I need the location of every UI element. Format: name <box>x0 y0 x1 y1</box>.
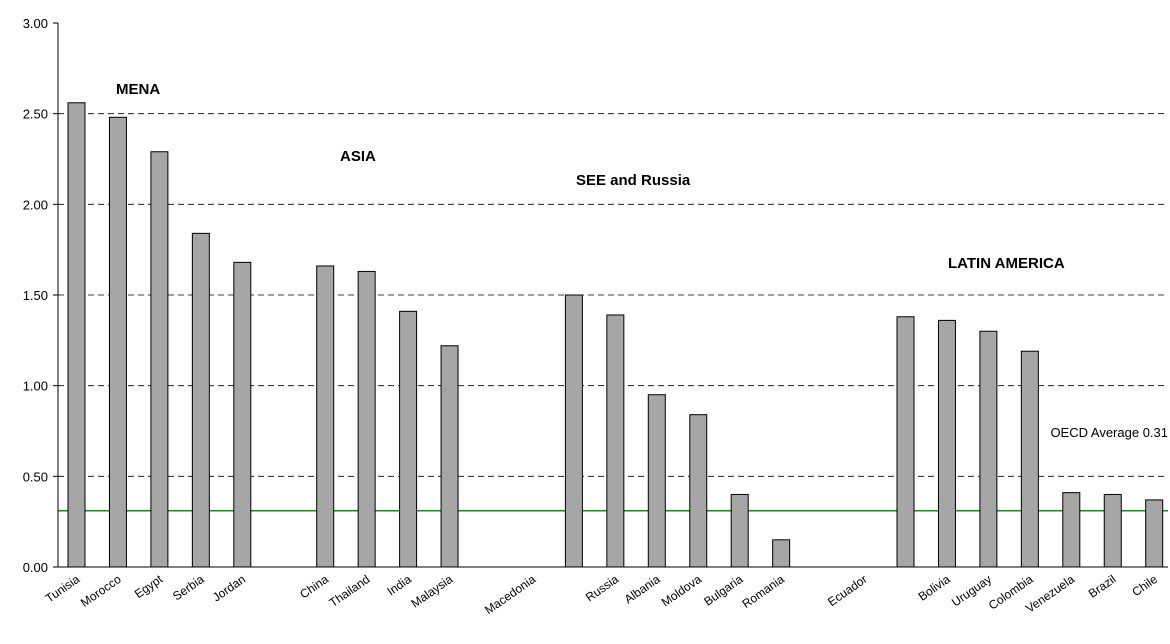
bar-india <box>399 310 418 568</box>
axes <box>53 22 1168 568</box>
bar-china <box>316 265 335 568</box>
group-label-see-russia: SEE and Russia <box>576 172 691 189</box>
category-label: Serbia <box>170 572 207 604</box>
category-label: Russia <box>583 572 621 605</box>
y-tick-label: 2.00 <box>23 197 48 212</box>
category-label: Morocco <box>78 572 124 610</box>
y-tick-label: 2.50 <box>23 107 48 122</box>
category-label: Macedonia <box>482 572 538 617</box>
bar-moldova <box>689 414 708 568</box>
group-labels: MENA ASIA SEE and Russia LATIN AMERICA <box>116 81 1065 272</box>
category-label: Romania <box>739 572 787 611</box>
category-label: Thailand <box>327 572 373 610</box>
bar-malaysia <box>440 345 459 568</box>
category-label: Tunisia <box>43 572 83 606</box>
bar-romania <box>772 539 791 568</box>
bar-brazil <box>1103 493 1122 568</box>
bar-thailand <box>357 270 376 568</box>
y-tick-label: 0.00 <box>23 560 48 575</box>
category-label: Moldova <box>659 572 704 610</box>
bar-bulgaria <box>730 493 749 568</box>
bar-chile <box>1145 499 1164 568</box>
y-tick-labels: 0.00 0.50 1.00 1.50 2.00 2.50 3.00 <box>23 16 48 575</box>
category-label: Egypt <box>132 572 166 601</box>
y-tick-label: 1.50 <box>23 288 48 303</box>
category-label: Bulgaria <box>701 572 745 609</box>
bar-uruguay <box>979 330 998 568</box>
category-label: China <box>297 572 331 602</box>
bar-russia <box>606 314 625 568</box>
bar-albania <box>647 394 666 568</box>
bar-colombia <box>1020 350 1039 568</box>
group-label-asia: ASIA <box>340 148 376 165</box>
bar-egypt <box>150 151 169 568</box>
category-label: Chile <box>1129 572 1160 599</box>
y-tick-label: 1.00 <box>23 379 48 394</box>
bars <box>67 102 1164 568</box>
y-tick-label: 3.00 <box>23 16 48 31</box>
category-label: Bolivia <box>916 572 953 604</box>
bar-serbia <box>191 232 210 568</box>
group-label-latin-america: LATIN AMERICA <box>948 255 1065 272</box>
category-label: Albania <box>622 572 663 607</box>
category-label: Ecuador <box>825 572 870 609</box>
bar-bolivia <box>937 319 956 568</box>
category-label: Jordan <box>210 572 248 605</box>
bar-venezuela <box>1062 492 1081 568</box>
oecd-average-label: OECD Average 0.31 <box>1050 425 1168 440</box>
bar-ecuador <box>896 316 915 568</box>
bar-morocco <box>108 116 127 568</box>
bar-macedonia <box>564 294 583 568</box>
category-label: Brazil <box>1086 572 1119 601</box>
category-label: India <box>384 572 414 599</box>
bar-jordan <box>233 261 252 568</box>
category-label: Malaysia <box>408 572 455 611</box>
bar-tunisia <box>67 102 86 568</box>
group-label-mena: MENA <box>116 81 160 98</box>
y-tick-label: 0.50 <box>23 469 48 484</box>
